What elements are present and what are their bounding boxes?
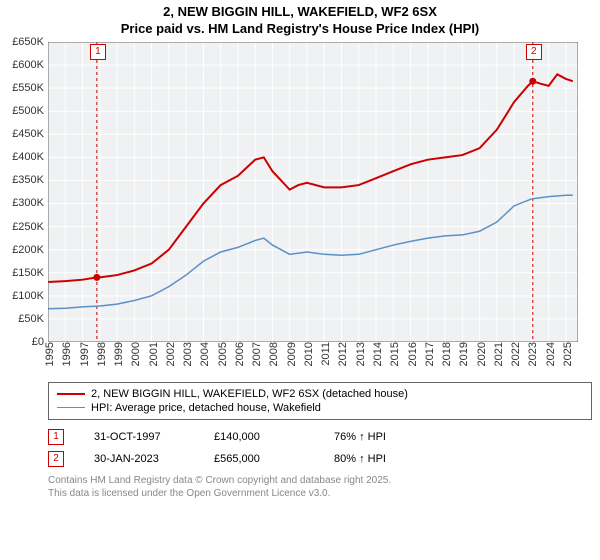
event-delta: 76% ↑ HPI bbox=[334, 431, 424, 443]
x-axis-tick-label: 2012 bbox=[337, 342, 349, 366]
x-axis-tick-label: 2008 bbox=[268, 342, 280, 366]
x-axis-tick-label: 2018 bbox=[441, 342, 453, 366]
x-axis-tick-label: 2017 bbox=[424, 342, 436, 366]
event-date: 30-JAN-2023 bbox=[94, 453, 184, 465]
x-axis-tick-label: 1998 bbox=[96, 342, 108, 366]
y-axis-tick-label: £250K bbox=[12, 221, 48, 233]
y-axis-tick-label: £550K bbox=[12, 82, 48, 94]
footer-text: This data is licensed under the Open Gov… bbox=[48, 487, 592, 500]
y-axis-tick-label: £200K bbox=[12, 244, 48, 256]
x-axis-tick-label: 2015 bbox=[389, 342, 401, 366]
chart-marker-icon: 1 bbox=[90, 44, 106, 60]
x-axis-tick-label: 2011 bbox=[320, 342, 332, 366]
x-axis-tick-label: 2025 bbox=[562, 342, 574, 366]
line-chart bbox=[48, 42, 578, 342]
footer-text: Contains HM Land Registry data © Crown c… bbox=[48, 474, 592, 487]
legend-label: HPI: Average price, detached house, Wake… bbox=[91, 402, 321, 414]
y-axis-tick-label: £100K bbox=[12, 290, 48, 302]
y-axis-tick-label: £300K bbox=[12, 197, 48, 209]
legend-swatch-blue bbox=[57, 407, 85, 408]
x-axis-tick-label: 2016 bbox=[407, 342, 419, 366]
x-axis-tick-label: 2024 bbox=[545, 342, 557, 366]
table-row: 1 31-OCT-1997 £140,000 76% ↑ HPI bbox=[48, 426, 592, 448]
event-date: 31-OCT-1997 bbox=[94, 431, 184, 443]
x-axis-tick-label: 2003 bbox=[182, 342, 194, 366]
x-axis-tick-label: 2014 bbox=[372, 342, 384, 366]
legend-item-red: 2, NEW BIGGIN HILL, WAKEFIELD, WF2 6SX (… bbox=[57, 387, 583, 401]
x-axis-tick-label: 2001 bbox=[148, 342, 160, 366]
x-axis-tick-label: 1997 bbox=[79, 342, 91, 366]
x-axis-tick-label: 2005 bbox=[217, 342, 229, 366]
y-axis-tick-label: £600K bbox=[12, 59, 48, 71]
y-axis-tick-label: £50K bbox=[18, 313, 48, 325]
event-marker-icon: 1 bbox=[48, 429, 64, 445]
event-table: 1 31-OCT-1997 £140,000 76% ↑ HPI 2 30-JA… bbox=[48, 426, 592, 470]
x-axis-tick-label: 2020 bbox=[476, 342, 488, 366]
legend-item-blue: HPI: Average price, detached house, Wake… bbox=[57, 401, 583, 415]
legend-swatch-red bbox=[57, 393, 85, 395]
y-axis-tick-label: £350K bbox=[12, 174, 48, 186]
x-axis-tick-label: 2007 bbox=[251, 342, 263, 366]
x-axis-tick-label: 1999 bbox=[113, 342, 125, 366]
x-axis-tick-label: 2004 bbox=[199, 342, 211, 366]
table-row: 2 30-JAN-2023 £565,000 80% ↑ HPI bbox=[48, 448, 592, 470]
x-axis-tick-label: 2009 bbox=[286, 342, 298, 366]
legend-label: 2, NEW BIGGIN HILL, WAKEFIELD, WF2 6SX (… bbox=[91, 388, 408, 400]
event-price: £565,000 bbox=[214, 453, 304, 465]
x-axis-tick-label: 2002 bbox=[165, 342, 177, 366]
x-axis-tick-label: 2022 bbox=[510, 342, 522, 366]
y-axis-tick-label: £650K bbox=[12, 36, 48, 48]
x-axis-tick-label: 1996 bbox=[61, 342, 73, 366]
legend: 2, NEW BIGGIN HILL, WAKEFIELD, WF2 6SX (… bbox=[48, 382, 592, 420]
event-price: £140,000 bbox=[214, 431, 304, 443]
page-title: 2, NEW BIGGIN HILL, WAKEFIELD, WF2 6SX bbox=[0, 0, 600, 21]
x-axis-tick-label: 2000 bbox=[130, 342, 142, 366]
event-marker-icon: 2 bbox=[48, 451, 64, 467]
x-axis-tick-label: 2010 bbox=[303, 342, 315, 366]
x-axis-tick-label: 2006 bbox=[234, 342, 246, 366]
x-axis-tick-label: 2023 bbox=[527, 342, 539, 366]
x-axis-tick-label: 2021 bbox=[493, 342, 505, 366]
page-subtitle: Price paid vs. HM Land Registry's House … bbox=[0, 21, 600, 36]
y-axis-tick-label: £450K bbox=[12, 128, 48, 140]
y-axis-tick-label: £500K bbox=[12, 105, 48, 117]
chart-marker-icon: 2 bbox=[526, 44, 542, 60]
event-delta: 80% ↑ HPI bbox=[334, 453, 424, 465]
x-axis-tick-label: 2013 bbox=[355, 342, 367, 366]
y-axis-tick-label: £400K bbox=[12, 151, 48, 163]
x-axis-tick-label: 1995 bbox=[44, 342, 56, 366]
chart-area: £0£50K£100K£150K£200K£250K£300K£350K£400… bbox=[48, 42, 592, 342]
x-axis-tick-label: 2019 bbox=[458, 342, 470, 366]
footer: Contains HM Land Registry data © Crown c… bbox=[48, 474, 592, 500]
y-axis-tick-label: £150K bbox=[12, 267, 48, 279]
